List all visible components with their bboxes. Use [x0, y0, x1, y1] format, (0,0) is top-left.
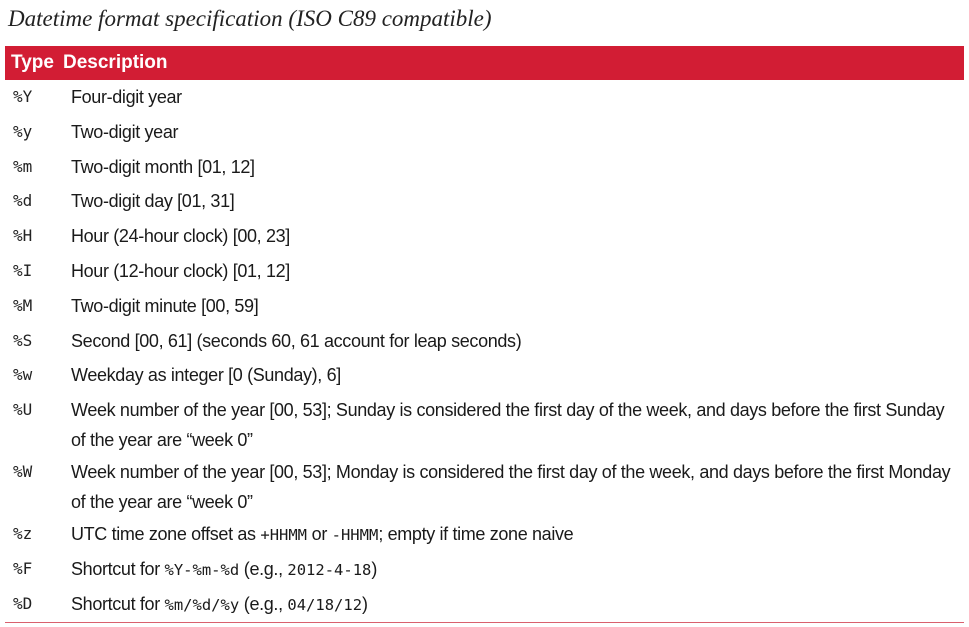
table-row: %D Shortcut for %m/%d/%y (e.g., 04/18/12… — [5, 587, 964, 622]
format-table: Type Description %Y Four-digit year %y T… — [5, 46, 964, 623]
desc-text: (e.g., — [239, 558, 288, 579]
format-code: %M — [13, 295, 33, 315]
format-description: Shortcut for %Y-%m-%d (e.g., 2012-4-18) — [71, 554, 964, 585]
format-code: %H — [13, 226, 33, 246]
format-code: %d — [13, 191, 33, 211]
table-row: %U Week number of the year [00, 53]; Sun… — [5, 393, 964, 455]
desc-code: %m/%d/%y — [164, 595, 240, 614]
format-description: Two-digit year — [71, 121, 179, 142]
table-row: %m Two-digit month [01, 12] — [5, 150, 964, 185]
format-code: %W — [13, 462, 33, 482]
format-code: %m — [13, 156, 33, 176]
desc-code: 2012-4-18 — [287, 560, 372, 579]
table-caption: Datetime format specification (ISO C89 c… — [8, 6, 492, 31]
desc-text: Shortcut for — [71, 593, 165, 614]
format-description: Hour (12-hour clock) [01, 12] — [71, 260, 290, 281]
format-code: %U — [13, 400, 33, 420]
table-row: %S Second [00, 61] (seconds 60, 61 accou… — [5, 324, 964, 359]
desc-text: (e.g., — [239, 593, 288, 614]
desc-code: +HHMM — [260, 526, 308, 545]
desc-text: ) — [362, 593, 368, 614]
table-row: %M Two-digit minute [00, 59] — [5, 289, 964, 324]
format-description: Two-digit month [01, 12] — [71, 156, 255, 177]
desc-code: 04/18/12 — [287, 595, 363, 614]
format-description: Two-digit minute [00, 59] — [71, 295, 259, 316]
format-description: Week number of the year [00, 53]; Monday… — [71, 462, 951, 513]
table-row: %y Two-digit year — [5, 115, 964, 150]
format-code: %z — [13, 524, 33, 544]
format-description: Weekday as integer [0 (Sunday), 6] — [71, 365, 341, 386]
format-code: %Y — [13, 87, 33, 106]
table-row: %d Two-digit day [01, 31] — [5, 184, 964, 219]
table-header: Type Description — [5, 46, 964, 80]
table-row: %F Shortcut for %Y-%m-%d (e.g., 2012-4-1… — [5, 552, 964, 587]
format-code: %y — [13, 121, 33, 141]
format-description: Two-digit day [01, 31] — [71, 191, 235, 212]
desc-code: %Y-%m-%d — [164, 560, 240, 579]
format-description: UTC time zone offset as +HHMM or -HHMM; … — [71, 519, 964, 550]
desc-text: Shortcut for — [71, 558, 165, 579]
format-description: Four-digit year — [71, 87, 182, 107]
table-row: %Y Four-digit year — [5, 80, 964, 115]
table-row: %H Hour (24-hour clock) [00, 23] — [5, 219, 964, 254]
desc-text: or — [307, 524, 332, 545]
table-row: %W Week number of the year [00, 53]; Mon… — [5, 455, 964, 517]
format-description: Shortcut for %m/%d/%y (e.g., 04/18/12) — [71, 589, 964, 620]
format-description: Hour (24-hour clock) [00, 23] — [71, 226, 290, 247]
table-row: %w Weekday as integer [0 (Sunday), 6] — [5, 358, 964, 393]
table-row: %z UTC time zone offset as +HHMM or -HHM… — [5, 517, 964, 552]
format-code: %F — [13, 558, 33, 578]
format-code: %w — [13, 365, 33, 385]
format-description: Week number of the year [00, 53]; Sunday… — [71, 400, 945, 451]
format-code: %I — [13, 260, 33, 280]
header-type: Type — [11, 52, 54, 73]
desc-code: -HHMM — [331, 526, 379, 545]
header-description: Description — [63, 52, 168, 73]
table-row: %I Hour (12-hour clock) [01, 12] — [5, 254, 964, 289]
format-code: %S — [13, 330, 33, 350]
format-description: Second [00, 61] (seconds 60, 61 account … — [71, 330, 522, 351]
format-code: %D — [13, 593, 33, 613]
desc-text: ) — [371, 558, 378, 579]
desc-text: ; empty if time zone naive — [378, 524, 574, 545]
desc-text: UTC time zone offset as — [71, 524, 261, 545]
